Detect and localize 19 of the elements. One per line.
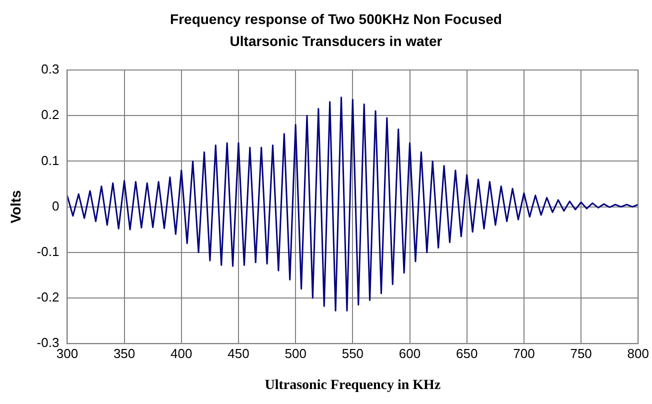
x-tick-label: 550: [342, 346, 364, 361]
x-tick-label: 600: [398, 346, 421, 361]
x-tick-label: 500: [284, 346, 306, 361]
x-tick-label: 450: [228, 346, 250, 361]
y-axis-title: Volts: [7, 190, 24, 224]
y-tick-label: -0.1: [36, 244, 60, 259]
x-axis-title: Ultrasonic Frequency in KHz: [264, 378, 441, 394]
y-tick-label: 0.1: [41, 152, 60, 168]
y-tick-label: -0.2: [36, 290, 60, 305]
y-tick-label: 0.3: [41, 62, 60, 77]
x-tick-label: 750: [570, 346, 592, 361]
x-tick-label: 700: [513, 346, 535, 361]
y-tick-label: 0.2: [41, 107, 60, 122]
x-tick-label: 650: [456, 346, 478, 361]
y-tick-label: 0: [52, 198, 60, 214]
x-tick-label: 800: [627, 346, 650, 361]
chart-title: Frequency response of Two 500KHz Non Focused Ultarsonic Transducers in water: [169, 10, 503, 51]
x-tick-label: 350: [113, 346, 136, 361]
x-tick-label: 400: [170, 346, 192, 361]
